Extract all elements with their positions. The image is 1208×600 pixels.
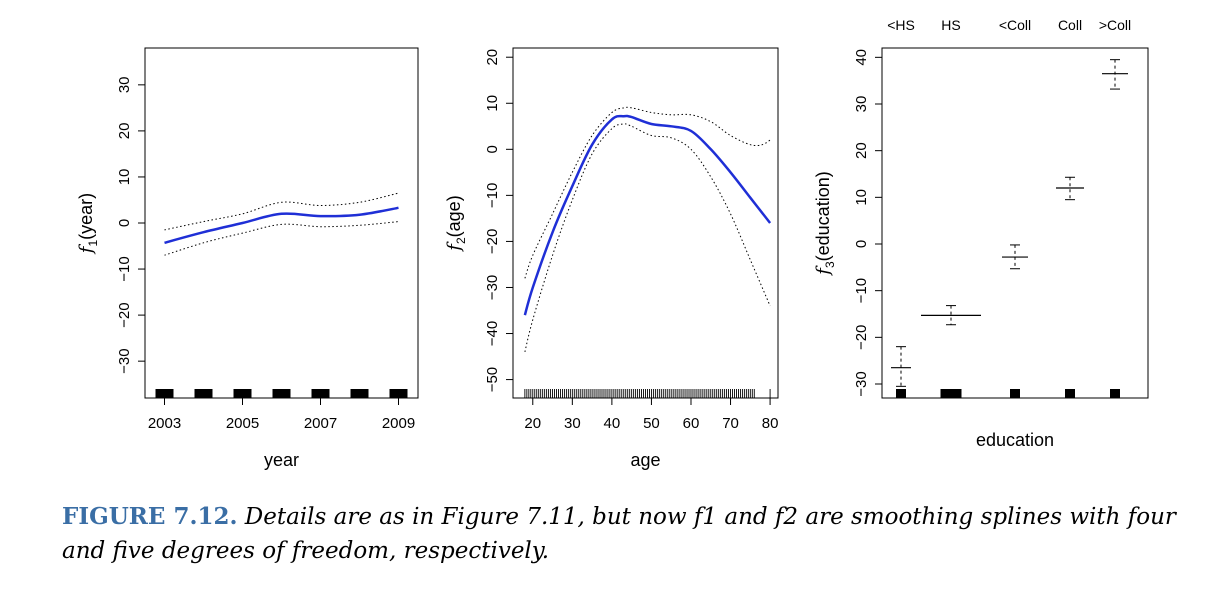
y-axis-label: f3(education) <box>813 171 837 276</box>
y-tick-label: −40 <box>484 321 501 346</box>
y-tick-label: −50 <box>484 367 501 392</box>
x-axis-label: age <box>630 450 660 470</box>
x-tick-label: 70 <box>722 415 739 432</box>
rug-mark <box>272 389 291 398</box>
fit-line <box>523 114 772 316</box>
rug-mark <box>194 389 213 398</box>
rug-mark <box>1010 389 1020 398</box>
x-tick-label: 2003 <box>148 415 181 432</box>
x-tick-label: 80 <box>762 415 779 432</box>
panel-year: −30 −20 −10 0 10 20 30 2003 2005 2007 2009 year f1(y… <box>76 47 419 470</box>
y-axis-label: f1(year) <box>76 193 100 255</box>
y-tick-label: 10 <box>853 189 870 206</box>
x-axis-label: education <box>976 430 1054 450</box>
y-tick-label: 40 <box>853 49 870 66</box>
plot-frame-2 <box>881 47 1149 399</box>
category-label: >Coll <box>1099 17 1131 33</box>
category-label: <Coll <box>999 17 1031 33</box>
x-axis-label: year <box>264 450 299 470</box>
x-tick-label: 30 <box>564 415 581 432</box>
y-tick-label: 30 <box>116 76 133 93</box>
caption-text: Details are as in Figure 7.11, but now f… <box>62 504 1176 564</box>
y-tick-label: 0 <box>484 145 501 153</box>
figure-caption: FIGURE 7.12. Details are as in Figure 7.… <box>62 500 1182 568</box>
category-label: <HS <box>887 17 915 33</box>
panel-education: −30 −20 −10 0 10 20 30 40 <HS HS <Coll Coll >Coll edu… <box>813 17 1149 450</box>
rug-mark <box>233 389 252 398</box>
plot-frame-1 <box>512 47 779 399</box>
lower-band-line <box>164 221 399 256</box>
rug-mark <box>350 389 369 398</box>
upper-band-line <box>164 192 399 231</box>
y-tick-label: −30 <box>853 371 870 396</box>
y-tick-label: 10 <box>116 169 133 186</box>
y-tick-label: 0 <box>116 219 133 227</box>
y-tick-label: 20 <box>116 123 133 140</box>
y-tick-label: −20 <box>853 325 870 350</box>
x-tick-label: 60 <box>683 415 700 432</box>
panel-age: −50 −40 −30 −20 −10 0 10 20 20 30 40 50 60 70 80 age f2(… <box>444 47 779 470</box>
rug-mark <box>940 389 962 398</box>
y-tick-label: 20 <box>484 49 501 66</box>
rug-mark <box>1065 389 1075 398</box>
x-tick-label: 2009 <box>382 415 415 432</box>
y-tick-label: 30 <box>853 96 870 113</box>
plot-frame-0 <box>144 47 419 399</box>
lower-band-line <box>524 123 771 353</box>
x-tick-label: 2005 <box>226 415 259 432</box>
x-tick-label: 2007 <box>304 415 337 432</box>
y-tick-label: −20 <box>484 229 501 254</box>
rug-mark <box>896 389 906 398</box>
rug-mark <box>1110 389 1120 398</box>
y-tick-label: −10 <box>853 278 870 303</box>
x-tick-label: 40 <box>604 415 621 432</box>
fit-line <box>164 206 399 245</box>
category-label: Coll <box>1058 17 1082 33</box>
upper-band-line <box>524 106 771 279</box>
y-tick-label: 0 <box>853 240 870 248</box>
y-tick-label: −30 <box>484 275 501 300</box>
rug-mark <box>311 389 330 398</box>
x-tick-label: 20 <box>524 415 541 432</box>
rug-mark <box>155 389 174 398</box>
y-tick-label: 10 <box>484 95 501 112</box>
y-tick-label: 20 <box>853 142 870 159</box>
y-tick-label: −30 <box>116 348 133 373</box>
y-axis-label: f2(age) <box>444 195 468 252</box>
x-tick-label: 50 <box>643 415 660 432</box>
caption-label: FIGURE 7.12. <box>62 503 238 530</box>
y-tick-label: −10 <box>484 183 501 208</box>
y-tick-label: −10 <box>116 256 133 281</box>
category-label: HS <box>941 17 960 33</box>
y-tick-label: −20 <box>116 302 133 327</box>
rug-mark <box>389 389 408 398</box>
